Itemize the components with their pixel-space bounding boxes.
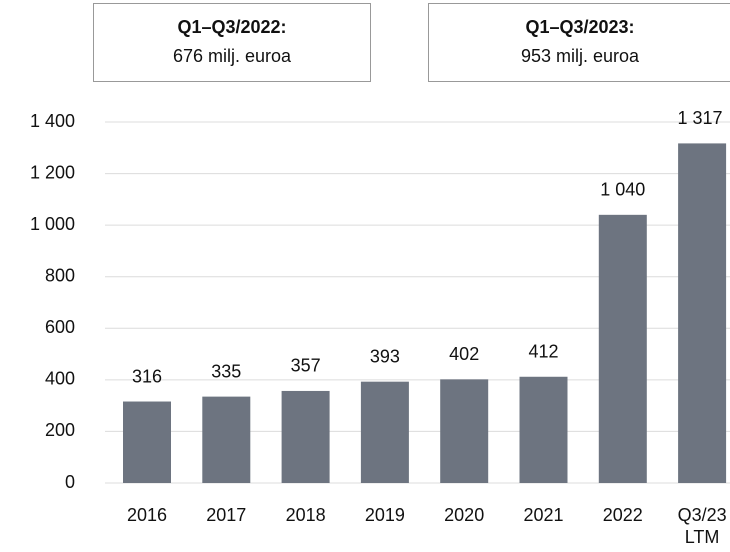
x-tick-label: 2017 <box>206 505 247 525</box>
x-tick-label: 2020 <box>444 505 485 525</box>
bar <box>123 401 171 483</box>
bar <box>598 214 647 484</box>
value-label: 316 <box>132 366 162 386</box>
bar <box>360 381 409 483</box>
value-label: 412 <box>528 342 558 362</box>
annotation-title: Q1–Q3/2022: <box>177 17 286 37</box>
annotation-box <box>93 3 371 82</box>
bar <box>281 390 330 483</box>
value-label: 393 <box>370 346 400 366</box>
bar <box>519 376 568 483</box>
y-tick-label: 1 000 <box>30 214 75 234</box>
annotation-title: Q1–Q3/2023: <box>525 17 634 37</box>
x-tick-label: 2018 <box>285 505 326 525</box>
value-label: 357 <box>291 356 321 376</box>
value-label: 335 <box>211 361 241 381</box>
annotation-text: 676 milj. euroa <box>173 46 292 66</box>
y-tick-label: 400 <box>45 369 75 389</box>
annotation-box <box>428 3 730 82</box>
x-tick-label: 2022 <box>602 505 643 525</box>
y-tick-label: 800 <box>45 265 75 285</box>
y-tick-label: 1 200 <box>30 162 75 182</box>
x-tick-label: 2016 <box>126 505 168 525</box>
x-tick-label: 2019 <box>364 505 405 525</box>
bar <box>202 396 251 483</box>
x-tick-label: Q3/23 LTM <box>677 505 727 547</box>
bar <box>440 379 489 483</box>
value-label: 402 <box>449 344 479 364</box>
y-tick-label: 1 400 <box>30 111 75 131</box>
x-tick-label: 2021 <box>523 505 564 525</box>
value-label: 1 317 <box>677 108 722 128</box>
value-label: 1 040 <box>600 180 645 200</box>
y-tick-label: 0 <box>65 472 75 492</box>
annotation-text: 953 milj. euroa <box>521 46 640 66</box>
bar <box>678 143 727 483</box>
y-tick-label: 200 <box>45 420 75 440</box>
y-tick-label: 600 <box>45 317 75 337</box>
